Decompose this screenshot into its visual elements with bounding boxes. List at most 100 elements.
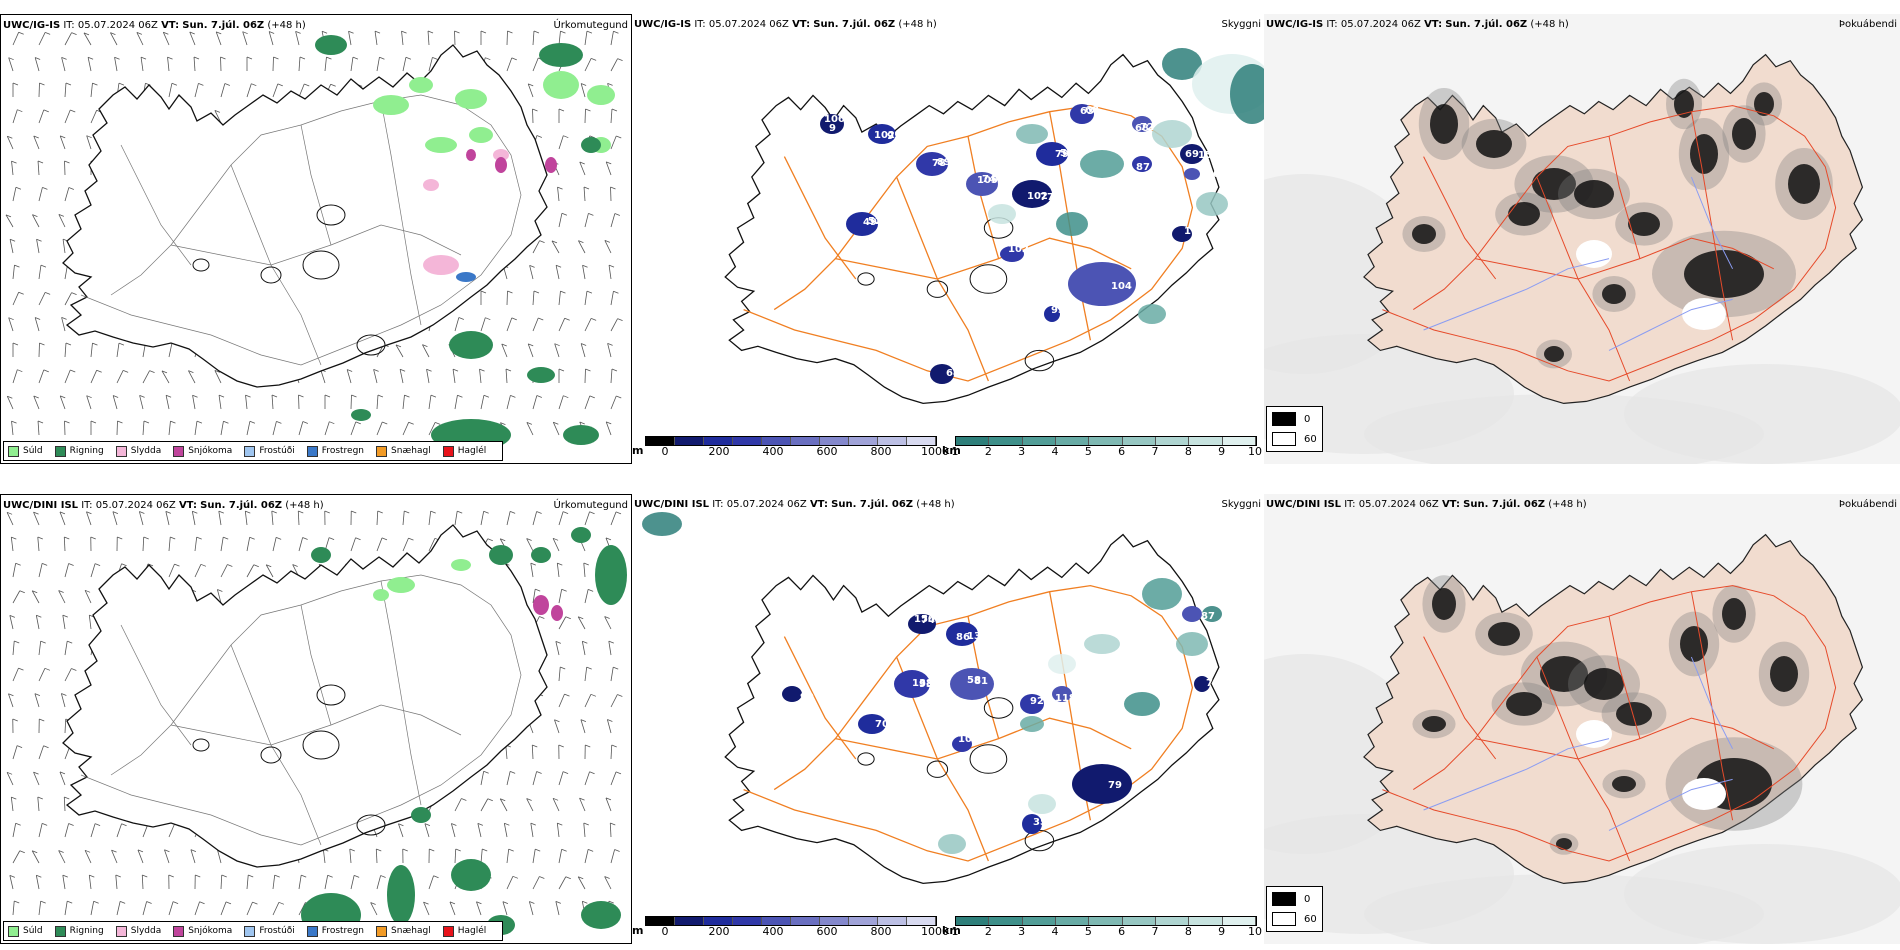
wind-barb-tick xyxy=(608,264,615,268)
visibility-m-area xyxy=(868,124,896,144)
wind-barb-tick xyxy=(561,588,567,592)
wind-barb xyxy=(426,369,430,384)
wind-barb xyxy=(86,511,92,526)
visibility-m-area xyxy=(1000,246,1024,262)
glacier-outline xyxy=(302,250,340,280)
visibility-value-label: 93 xyxy=(1051,305,1065,316)
precip-rain xyxy=(411,807,431,823)
wind-barb xyxy=(168,343,173,358)
wind-barb-tick xyxy=(60,135,66,139)
wind-barb-tick xyxy=(58,850,64,853)
wind-barb-tick xyxy=(564,317,570,321)
terrain-contour xyxy=(230,164,322,366)
visibility-value-label: 106 xyxy=(824,114,845,125)
wind-barb-tick xyxy=(610,186,616,190)
visibility-m-area xyxy=(1020,694,1044,714)
wind-barb xyxy=(376,421,383,436)
wind-barb xyxy=(83,32,92,46)
wind-barb xyxy=(168,537,171,552)
wind-barb-tick xyxy=(196,536,202,540)
precip-freezing-rain xyxy=(456,272,476,282)
wind-barb xyxy=(577,616,586,630)
wind-barb-tick xyxy=(18,291,24,295)
wind-barb-tick xyxy=(37,536,43,540)
wind-barb xyxy=(428,57,433,72)
wind-barb xyxy=(38,563,43,578)
wind-barb-tick xyxy=(18,31,24,35)
precip-sleet xyxy=(423,179,439,191)
wind-barb-tick xyxy=(39,342,45,346)
wind-barb-tick xyxy=(62,874,68,878)
wind-barb-tick xyxy=(167,56,173,60)
wind-barb xyxy=(5,214,14,228)
wind-barb xyxy=(532,317,539,332)
wind-barb xyxy=(506,57,513,72)
wind-barb-tick xyxy=(271,394,278,398)
wind-barb-tick xyxy=(59,771,66,775)
wind-barb-tick xyxy=(110,32,116,36)
wind-barb-tick xyxy=(16,745,23,748)
wind-barb-tick xyxy=(455,848,461,852)
wind-barb xyxy=(584,318,592,332)
legend-item: Slydda xyxy=(115,445,161,457)
wind-barb-tick xyxy=(328,537,335,540)
colorbar-cell xyxy=(1155,437,1190,445)
precip-map-bottom xyxy=(6,510,627,937)
wind-barb-tick xyxy=(538,317,544,321)
visibility-value-label: 64 xyxy=(946,368,960,379)
wind-barb xyxy=(584,213,589,228)
wind-barb-tick xyxy=(6,511,13,515)
wind-barb xyxy=(551,240,560,254)
colorbar-tick: 9 xyxy=(1218,925,1226,938)
colorbar-tick: 200 xyxy=(708,925,730,938)
wind-barb xyxy=(452,369,456,384)
wind-barb xyxy=(272,421,277,436)
road xyxy=(1423,636,1497,760)
wind-barb-tick xyxy=(560,30,566,34)
wind-barb-tick xyxy=(273,56,279,60)
wind-barb xyxy=(11,421,14,436)
fog-panel-bottom: UWC/DINI ISL IT: 05.07.2024 06Z VT: Sun.… xyxy=(1264,494,1900,944)
wind-barb xyxy=(584,694,592,708)
wind-barb xyxy=(6,136,14,150)
wind-barb-tick xyxy=(607,719,613,722)
terrain-contour xyxy=(300,124,332,246)
wind-barb xyxy=(346,369,352,384)
wind-barb xyxy=(33,135,40,150)
glacier-outline xyxy=(192,258,210,272)
wind-barb-tick xyxy=(115,874,121,878)
colorbar-tick: 1000 xyxy=(921,925,949,938)
precip-rain xyxy=(531,547,551,563)
terrain-contour xyxy=(300,604,332,726)
colorbar-cell xyxy=(1155,917,1190,925)
precip-rain xyxy=(539,43,583,67)
colorbar-cell xyxy=(704,437,733,445)
wind-barb xyxy=(584,395,591,410)
wind-barb-tick xyxy=(424,823,431,826)
fog-index-area xyxy=(1476,130,1512,158)
wind-barb xyxy=(63,536,66,552)
precip-drizzle xyxy=(373,95,409,115)
wind-barb-tick xyxy=(245,394,251,398)
wind-barb xyxy=(8,693,14,708)
glacier-outline xyxy=(926,760,949,778)
visibility-m-area xyxy=(858,714,886,734)
wind-barb xyxy=(402,57,407,72)
visibility-value-label: 78 xyxy=(932,158,946,169)
wind-barb-tick xyxy=(511,57,517,61)
wind-barb-tick xyxy=(189,31,195,35)
wind-barb xyxy=(168,901,174,916)
wind-barb-tick xyxy=(92,342,98,346)
wind-barb-tick xyxy=(12,718,18,722)
wind-barb xyxy=(6,396,14,410)
river xyxy=(1690,656,1734,750)
wind-barb xyxy=(12,109,18,124)
wind-barb xyxy=(370,902,378,916)
wind-barb xyxy=(86,135,92,150)
wind-barb xyxy=(12,292,20,306)
wind-barb xyxy=(454,848,457,864)
glacier-outline xyxy=(969,264,1008,294)
wind-barb-tick xyxy=(70,369,76,373)
wind-barb xyxy=(271,511,274,526)
wind-barb xyxy=(578,240,586,254)
